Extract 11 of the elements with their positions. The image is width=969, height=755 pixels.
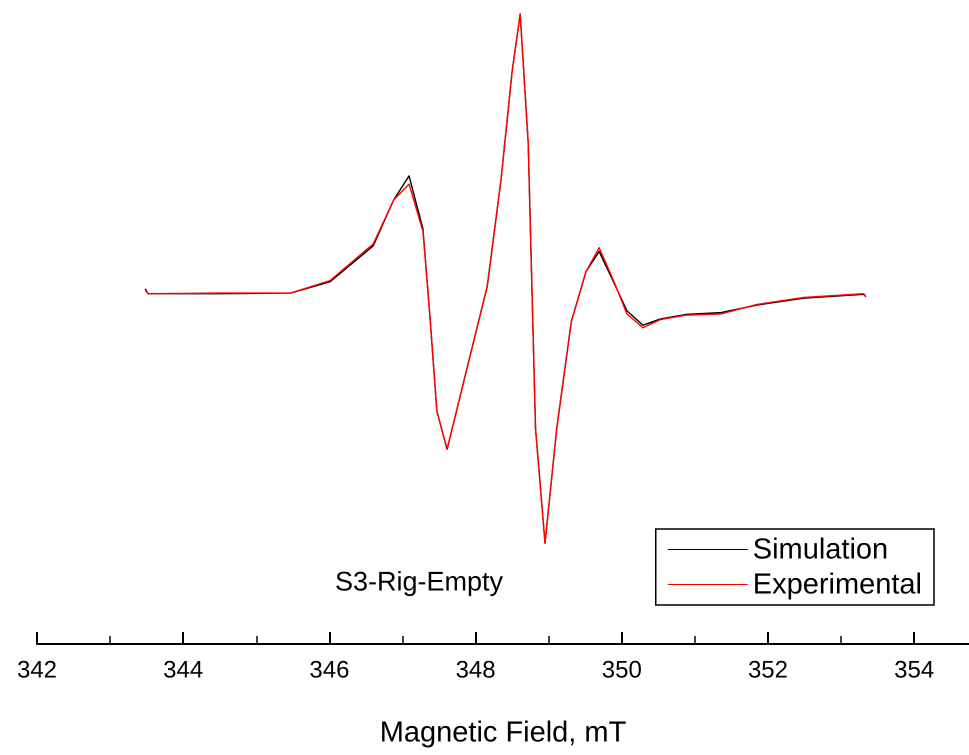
x-tick-label: 350 (602, 656, 642, 684)
x-tick-label: 352 (748, 656, 788, 684)
annotation: S3-Rig-Empty (335, 566, 504, 596)
x-tick-label: 346 (309, 656, 350, 684)
legend-label: Experimental (752, 568, 922, 600)
x-tick-label: 354 (894, 656, 934, 684)
x-tick-label: 342 (16, 656, 58, 684)
x-tick-label: 344 (163, 656, 204, 684)
legend-label: Simulation (752, 534, 888, 566)
x-axis-title: Magnetic Field, mT (380, 716, 627, 748)
x-tick-label: 348 (456, 656, 496, 684)
